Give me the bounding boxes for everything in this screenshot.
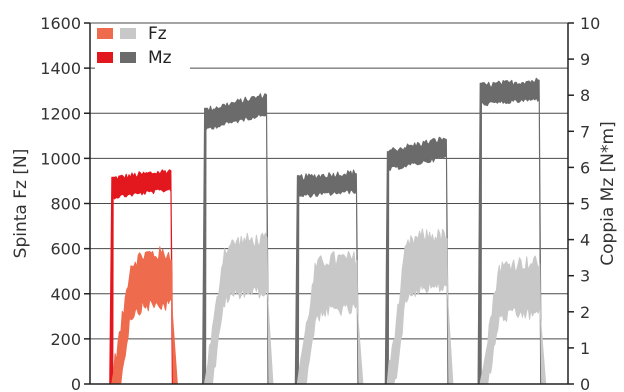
legend-swatch xyxy=(120,52,136,63)
cycle-4 xyxy=(384,136,454,385)
legend-entry-mz: Mz xyxy=(97,48,172,68)
y2-tick-label: 8 xyxy=(580,86,590,105)
legend-swatch xyxy=(97,52,113,63)
legend-label: Mz xyxy=(148,48,172,68)
y-tick-label: 800 xyxy=(50,195,81,214)
y2-tick-label: 2 xyxy=(580,303,590,322)
y-axis-label: Spinta Fz [N] xyxy=(11,149,31,259)
y2-tick-label: 9 xyxy=(580,50,590,69)
y2-tick-label: 1 xyxy=(580,339,590,358)
cycle-5 xyxy=(477,77,547,385)
cycle-2 xyxy=(201,93,274,385)
cycle-1 xyxy=(109,169,178,385)
legend: Fz Mz xyxy=(95,24,190,74)
legend-swatch xyxy=(97,28,113,39)
y-tick-label: 600 xyxy=(50,240,81,259)
y-tick-label: 0 xyxy=(71,375,81,392)
y-tick-label: 1600 xyxy=(40,14,81,33)
left-ticks: 0 200 400 600 800 1000 1200 1400 1600 xyxy=(40,14,90,392)
y-tick-label: 1200 xyxy=(40,104,81,123)
y2-tick-label: 4 xyxy=(580,231,590,250)
fz-trace xyxy=(479,255,547,385)
right-ticks: 0 1 2 3 4 5 6 7 8 9 10 xyxy=(568,14,600,392)
y2-tick-label: 6 xyxy=(580,158,590,177)
fz-trace xyxy=(203,232,274,385)
fz-trace xyxy=(296,251,364,385)
fz-trace xyxy=(111,246,178,385)
y2-tick-label: 0 xyxy=(580,375,590,392)
cycle-3 xyxy=(294,169,364,385)
y2-tick-label: 5 xyxy=(580,195,590,214)
legend-label: Fz xyxy=(148,24,167,44)
plot-area xyxy=(109,77,547,385)
y-tick-label: 400 xyxy=(50,285,81,304)
y2-tick-label: 3 xyxy=(580,267,590,286)
legend-swatch xyxy=(120,28,136,39)
y-tick-label: 200 xyxy=(50,330,81,349)
y2-tick-label: 10 xyxy=(580,14,600,33)
legend-entry-fz: Fz xyxy=(97,24,167,44)
fz-trace xyxy=(386,228,454,385)
y2-tick-label: 7 xyxy=(580,122,590,141)
y2-axis-label: Coppia Mz [N*m] xyxy=(598,121,618,265)
y-tick-label: 1000 xyxy=(40,149,81,168)
y-tick-label: 1400 xyxy=(40,59,81,78)
mz-trace xyxy=(477,77,542,385)
